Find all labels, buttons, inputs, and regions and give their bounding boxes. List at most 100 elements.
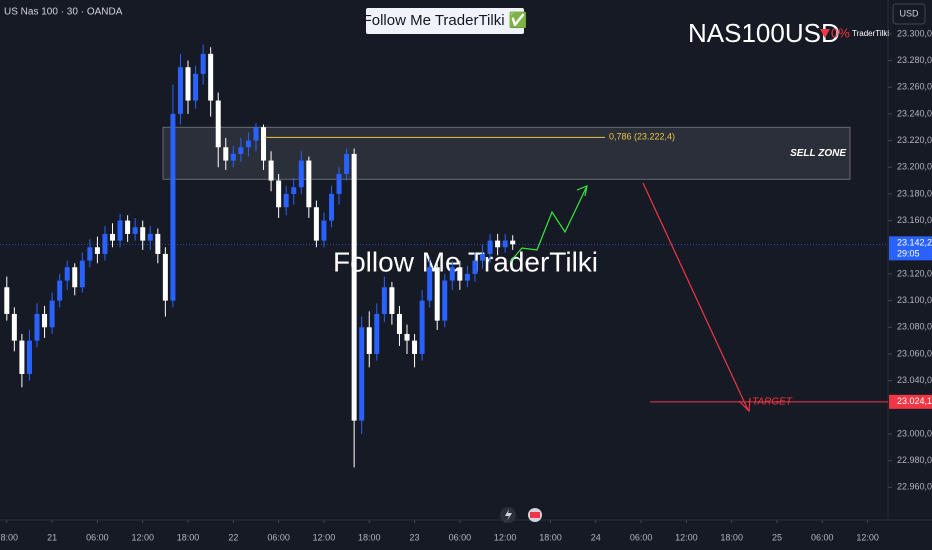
candle-body: [487, 240, 493, 254]
y-tick-label: 23.200,0: [897, 162, 932, 172]
flag-icon[interactable]: [530, 512, 540, 518]
x-tick-label: 06:00: [86, 532, 109, 542]
candle-body: [510, 240, 516, 245]
x-tick-label: 18:00: [720, 532, 743, 542]
sell-zone-label: SELL ZONE: [790, 148, 846, 159]
candle-body: [419, 300, 425, 354]
x-tick-label: 22: [228, 532, 238, 542]
candle-body: [328, 193, 334, 221]
candle-body: [193, 73, 199, 101]
author: TraderTilki: [852, 29, 889, 38]
projection-arrow: [509, 187, 587, 263]
sell-zone: [162, 126, 851, 180]
x-tick-label: 12:00: [131, 532, 154, 542]
candle-body: [306, 160, 312, 208]
target-label: TARGET: [752, 396, 793, 407]
x-tick-label: 18:00: [177, 532, 200, 542]
candle-body: [268, 160, 274, 181]
y-tick-label: 23.040,0: [897, 375, 932, 385]
candle-body: [177, 67, 183, 114]
last-price-label: 23.142,2: [897, 238, 932, 248]
candle-body: [396, 313, 402, 334]
candle-body: [200, 53, 206, 74]
event-icon[interactable]: [505, 509, 512, 521]
candle-body: [49, 300, 55, 328]
y-tick-label: 23.120,0: [897, 268, 932, 278]
candle-body: [110, 233, 116, 241]
candle-body: [155, 233, 161, 254]
plot-area: SELL ZONE Follow Me TraderTilki 0,786 (23.…: [0, 44, 888, 468]
candle-body: [457, 267, 463, 281]
target-price-box: [889, 394, 932, 409]
candle-body: [404, 333, 410, 341]
candle-body: [381, 287, 387, 314]
candle-body: [57, 280, 63, 301]
candle-body: [215, 100, 221, 148]
last-price-box: [889, 236, 932, 261]
candle-body: [11, 313, 17, 341]
x-tick-label: 06:00: [449, 532, 472, 542]
candle-body: [79, 260, 85, 288]
candle-body: [102, 233, 108, 254]
candle-body: [359, 327, 365, 421]
candle-body: [313, 207, 319, 241]
candle-body: [223, 147, 229, 161]
candle-body: [208, 53, 214, 101]
candle-body: [442, 280, 448, 321]
x-tick-label: 21: [47, 532, 57, 542]
candle-body: [26, 340, 32, 374]
arrow-head: [738, 397, 751, 413]
candle-body: [87, 247, 93, 261]
candle-body: [253, 127, 259, 141]
candle-body: [412, 340, 418, 354]
candle-body: [19, 340, 25, 374]
candle-body: [389, 287, 395, 314]
fib-label: 0,786 (23.222,4): [609, 132, 675, 142]
x-tick-label: 06:00: [267, 532, 290, 542]
candle-body: [94, 247, 100, 254]
symbol: NAS100USD: [688, 18, 840, 48]
target-arrow: [642, 182, 749, 411]
y-tick-label: 22.980,0: [897, 455, 932, 465]
candle-body: [427, 267, 433, 301]
change: 0%: [831, 25, 850, 40]
candle-body: [344, 153, 350, 174]
candle-body: [185, 67, 191, 101]
y-tick-label: 23.300,0: [897, 28, 932, 38]
candle-body: [374, 313, 380, 354]
change-arrow: [820, 29, 830, 38]
candle-body: [162, 253, 168, 301]
candle-body: [64, 267, 70, 281]
candle-body: [464, 273, 470, 281]
x-tick-label: 06:00: [811, 532, 834, 542]
currency-button[interactable]: [892, 3, 926, 25]
candle-body: [170, 113, 176, 301]
x-tick-label: 18:00: [358, 532, 381, 542]
y-tick-label: 23.000,0: [897, 428, 932, 438]
currency[interactable]: USD: [899, 8, 919, 18]
candle-body: [434, 267, 440, 321]
candle-body: [495, 240, 501, 248]
candle-body: [72, 267, 78, 288]
candle-body: [351, 153, 357, 421]
x-tick-label: 06:00: [630, 532, 653, 542]
candle-body: [276, 180, 282, 208]
symbol-info: US Nas 100 · 30 · OANDA: [4, 7, 123, 18]
x-tick-label: 23: [410, 532, 420, 542]
banner-box: [366, 8, 524, 34]
arrow-head: [576, 185, 588, 197]
candle-body: [147, 233, 153, 241]
candle-body: [117, 220, 123, 241]
x-tick-label: 12:00: [313, 532, 336, 542]
y-tick-label: 23.280,0: [897, 55, 932, 65]
y-tick-label: 23.180,0: [897, 188, 932, 198]
x-tick-label: 18:00: [539, 532, 562, 542]
candle-body: [230, 153, 236, 161]
candle-body: [502, 240, 508, 248]
candle-body: [291, 187, 297, 194]
x-tick-label: 12:00: [675, 532, 698, 542]
candle-body: [366, 327, 372, 354]
candle-body: [321, 220, 327, 241]
target-price-label: 23.024,1: [897, 396, 932, 406]
